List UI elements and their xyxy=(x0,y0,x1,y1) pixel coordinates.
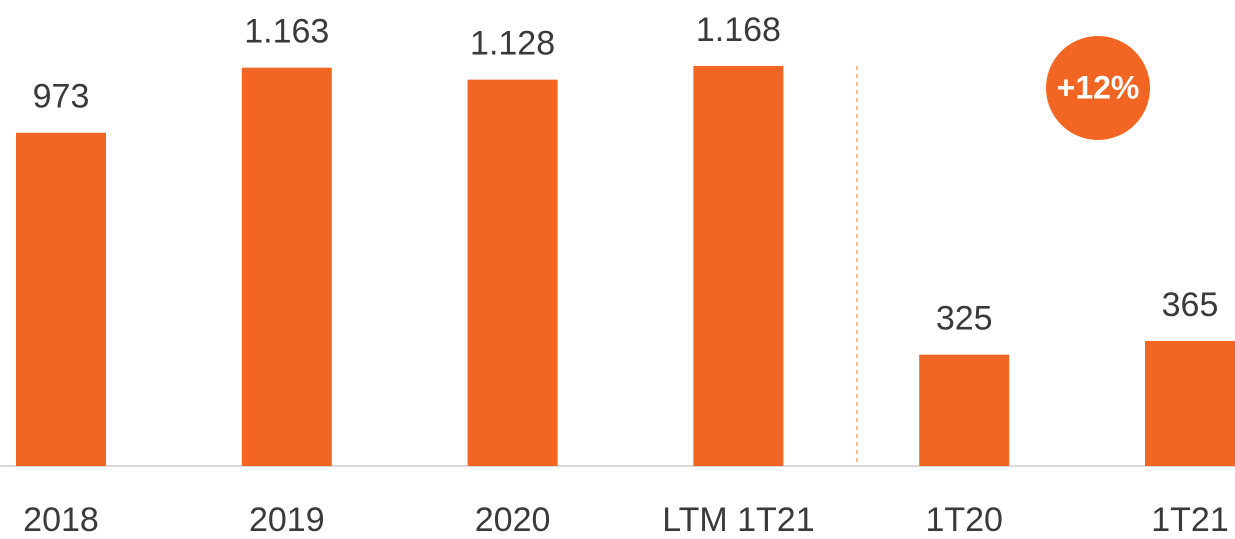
bar xyxy=(693,65,784,467)
x-tick-label: 2019 xyxy=(249,501,325,539)
x-tick-label: 2020 xyxy=(475,501,551,539)
badge xyxy=(1046,36,1150,140)
bar xyxy=(467,79,558,466)
value-label: 1.163 xyxy=(244,13,329,51)
annotation: +12% xyxy=(1057,69,1140,105)
value-label: 1.128 xyxy=(470,25,555,63)
x-tick-label: 1T21 xyxy=(1151,501,1229,539)
bar xyxy=(1145,340,1235,466)
value-label: 325 xyxy=(936,300,993,338)
bar xyxy=(241,67,332,467)
value-label: 1.168 xyxy=(696,11,781,49)
x-tick-label: 1T20 xyxy=(925,501,1003,539)
value-label: 973 xyxy=(33,78,90,116)
x-tick-label: LTM 1T21 xyxy=(662,501,814,539)
bar xyxy=(919,354,1010,466)
bar xyxy=(16,132,106,466)
x-tick-label: 2018 xyxy=(23,501,99,539)
value-label: 365 xyxy=(1162,286,1219,324)
